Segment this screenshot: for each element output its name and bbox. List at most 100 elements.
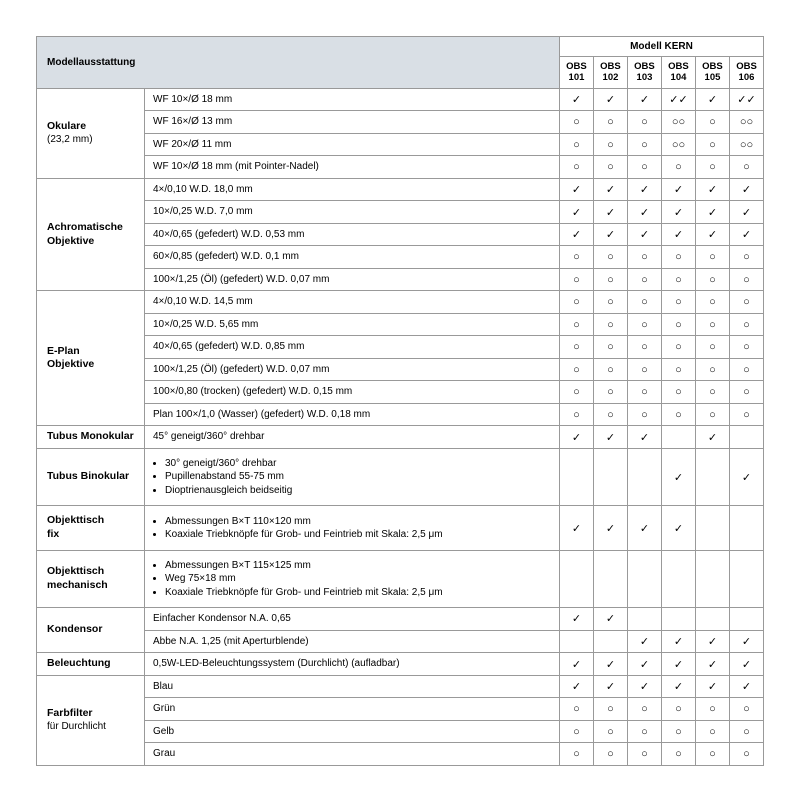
mark-cell: ✓ (695, 675, 729, 698)
spec-cell: 100×/0,80 (trocken) (gefedert) W.D. 0,15… (145, 381, 560, 404)
table-header: Modellausstattung Modell KERN OBS101OBS1… (37, 37, 764, 89)
mark-cell: ○ (661, 403, 695, 426)
spec-cell: 10×/0,25 W.D. 7,0 mm (145, 201, 560, 224)
mark-cell: ✓ (559, 675, 593, 698)
mark-cell: ○ (661, 291, 695, 314)
mark-cell (559, 448, 593, 506)
mark-cell: ✓ (729, 448, 763, 506)
spec-cell: 40×/0,65 (gefedert) W.D. 0,53 mm (145, 223, 560, 246)
mark-cell (695, 448, 729, 506)
category-cell: Objekttischmechanisch (37, 550, 145, 608)
mark-cell: ✓ (729, 653, 763, 676)
mark-cell: ✓ (559, 426, 593, 449)
mark-cell: ○ (559, 291, 593, 314)
mark-cell: ✓ (695, 178, 729, 201)
mark-cell (559, 550, 593, 608)
mark-cell: ○ (729, 403, 763, 426)
mark-cell: ✓ (661, 653, 695, 676)
mark-cell: ○ (729, 358, 763, 381)
mark-cell: ✓ (559, 201, 593, 224)
mark-cell: ✓ (661, 201, 695, 224)
table-row: E-PlanObjektive4×/0,10 W.D. 14,5 mm○○○○○… (37, 291, 764, 314)
table-row: KondensorEinfacher Kondensor N.A. 0,65✓✓ (37, 608, 764, 631)
mark-cell (695, 550, 729, 608)
table-row: Gelb○○○○○○ (37, 720, 764, 743)
table-row: 100×/1,25 (Öl) (gefedert) W.D. 0,07 mm○○… (37, 268, 764, 291)
mark-cell (729, 506, 763, 550)
mark-cell: ○ (661, 358, 695, 381)
mark-cell: ✓ (559, 506, 593, 550)
mark-cell: ○ (729, 336, 763, 359)
mark-cell: ✓✓ (661, 88, 695, 111)
mark-cell: ✓ (695, 426, 729, 449)
mark-cell: ○ (729, 291, 763, 314)
mark-cell: ○ (559, 268, 593, 291)
mark-cell: ○ (729, 720, 763, 743)
mark-cell: ○ (661, 743, 695, 766)
category-cell: Beleuchtung (37, 653, 145, 676)
mark-cell: ✓ (593, 608, 627, 631)
mark-cell: ✓ (627, 426, 661, 449)
mark-cell: ○ (593, 698, 627, 721)
spec-cell: Abmessungen B×T 115×125 mmWeg 75×18 mmKo… (145, 550, 560, 608)
table-row: Farbfilterfür DurchlichtBlau✓✓✓✓✓✓ (37, 675, 764, 698)
mark-cell: ○ (661, 268, 695, 291)
mark-cell: ✓ (559, 653, 593, 676)
spec-cell: Einfacher Kondensor N.A. 0,65 (145, 608, 560, 631)
mark-cell: ✓ (661, 675, 695, 698)
mark-cell: ○ (695, 291, 729, 314)
mark-cell: ✓ (729, 675, 763, 698)
mark-cell: ○ (593, 720, 627, 743)
table-row: Abbe N.A. 1,25 (mit Aperturblende)✓✓✓✓ (37, 630, 764, 653)
mark-cell: ○ (695, 358, 729, 381)
table-row: 60×/0,85 (gefedert) W.D. 0,1 mm○○○○○○ (37, 246, 764, 269)
mark-cell: ✓ (593, 223, 627, 246)
table-row: Grau○○○○○○ (37, 743, 764, 766)
mark-cell: ✓ (559, 88, 593, 111)
category-cell: Kondensor (37, 608, 145, 653)
mark-cell (593, 550, 627, 608)
mark-cell: ○ (627, 403, 661, 426)
mark-cell: ○ (627, 698, 661, 721)
table-row: 100×/0,80 (trocken) (gefedert) W.D. 0,15… (37, 381, 764, 404)
model-header-1: OBS102 (593, 57, 627, 89)
mark-cell: ✓ (559, 178, 593, 201)
mark-cell (661, 426, 695, 449)
mark-cell: ○ (593, 403, 627, 426)
mark-cell: ✓ (627, 178, 661, 201)
mark-cell: ○ (627, 246, 661, 269)
mark-cell: ○○ (661, 133, 695, 156)
mark-cell: ✓ (661, 630, 695, 653)
category-cell: Objekttischfix (37, 506, 145, 550)
table-row: AchromatischeObjektive4×/0,10 W.D. 18,0 … (37, 178, 764, 201)
mark-cell: ○ (729, 743, 763, 766)
mark-cell: ○ (695, 381, 729, 404)
mark-cell: ○ (559, 313, 593, 336)
spec-cell: WF 10×/Ø 18 mm (mit Pointer-Nadel) (145, 156, 560, 179)
table-body: Okulare(23,2 mm)WF 10×/Ø 18 mm✓✓✓✓✓✓✓✓WF… (37, 88, 764, 765)
mark-cell: ○ (729, 698, 763, 721)
mark-cell (695, 506, 729, 550)
mark-cell (593, 630, 627, 653)
spec-cell: Abbe N.A. 1,25 (mit Aperturblende) (145, 630, 560, 653)
mark-cell: ○ (559, 111, 593, 134)
mark-cell: ○ (695, 133, 729, 156)
mark-cell: ✓ (559, 223, 593, 246)
mark-cell: ○○ (729, 133, 763, 156)
table-row: WF 20×/Ø 11 mm○○○○○○○○ (37, 133, 764, 156)
mark-cell: ○ (661, 698, 695, 721)
spec-cell: Blau (145, 675, 560, 698)
mark-cell: ✓ (593, 506, 627, 550)
mark-cell: ✓ (627, 88, 661, 111)
table-row: Tubus Binokular30° geneigt/360° drehbarP… (37, 448, 764, 506)
mark-cell: ○ (695, 743, 729, 766)
spec-cell: 100×/1,25 (Öl) (gefedert) W.D. 0,07 mm (145, 268, 560, 291)
mark-cell: ✓ (729, 630, 763, 653)
mark-cell: ○ (593, 246, 627, 269)
mark-cell (695, 608, 729, 631)
table-row: WF 10×/Ø 18 mm (mit Pointer-Nadel)○○○○○○ (37, 156, 764, 179)
mark-cell: ○○ (661, 111, 695, 134)
mark-cell (627, 550, 661, 608)
category-cell: E-PlanObjektive (37, 291, 145, 426)
mark-cell: ○ (593, 291, 627, 314)
